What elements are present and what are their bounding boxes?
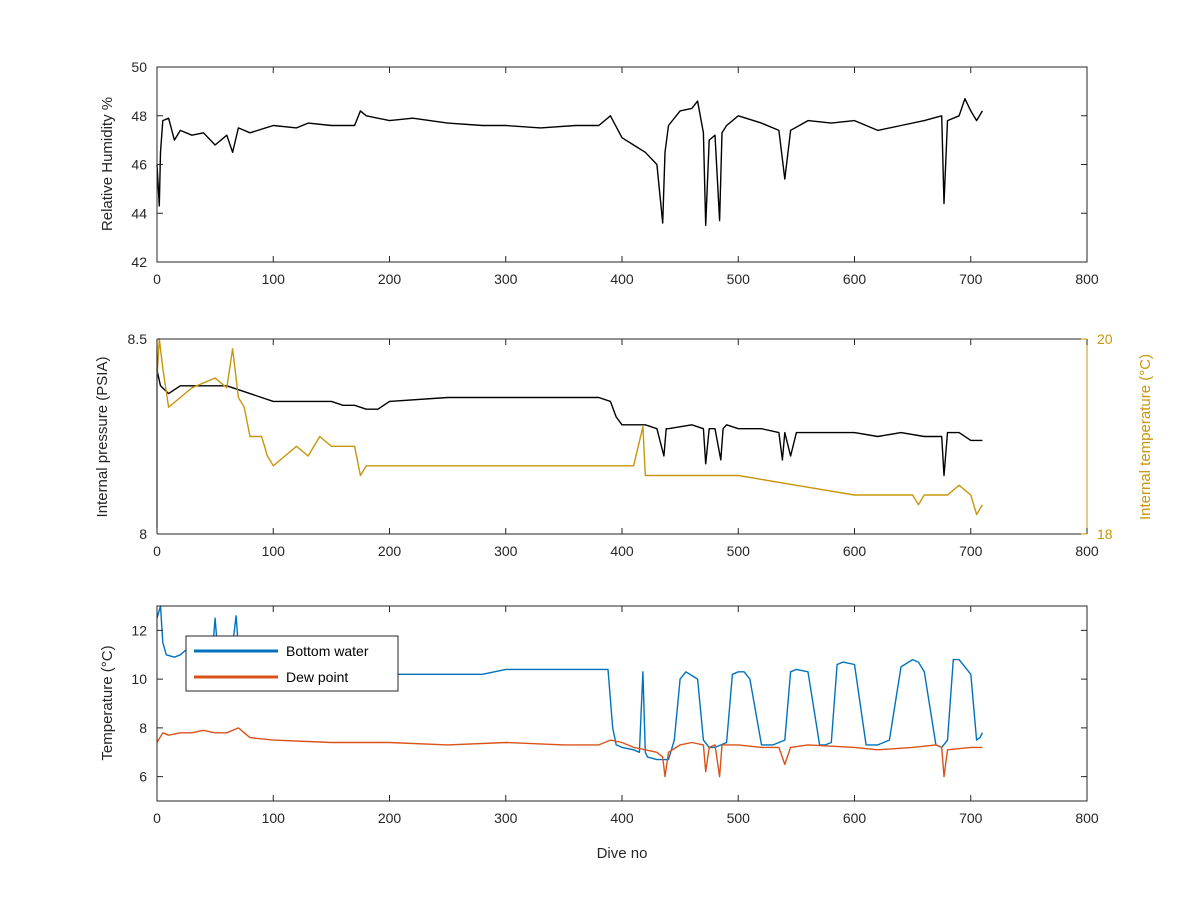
pressure-y-tick-label: 8.5 (128, 331, 148, 347)
temperature-y-tick-label: 6 (139, 769, 147, 785)
temperature-right-y-axis-label: Internal temperature (°C) (1137, 354, 1154, 520)
humidity-y-ticks: 42 44 46 48 50 (131, 59, 1087, 270)
pressure-series-0-line (156, 370, 983, 477)
humidity-x-tick-label: 200 (378, 271, 402, 287)
humidity-axes-frame (156, 66, 1088, 263)
pressure-x-tick-label: 500 (727, 543, 751, 559)
humidity-plot-lines (156, 97, 984, 227)
humidity-x-tick-label: 500 (727, 271, 751, 287)
pressure-y-ticks: 88.5 (128, 331, 163, 542)
pressure-x-tick-label: 200 (378, 543, 402, 559)
humidity-x-tick-label: 100 (262, 271, 286, 287)
humidity-series-0-line (156, 97, 984, 227)
humidity-y-tick-label: 48 (131, 108, 147, 124)
temperature-right-y-tick-label: 20 (1097, 331, 1113, 347)
pressure-y-axis-label: Internal pressure (PSIA) (94, 357, 111, 518)
humidity-y-axis-label: Relative Humidity % (99, 97, 116, 231)
temperature-x-ticks: 0 100 200 300 400 500 600 700 800 (153, 606, 1099, 826)
humidity-x-tick-label: 600 (843, 271, 867, 287)
temperature-x-tick-label: 100 (262, 810, 286, 826)
temperature-y-tick-label: 8 (139, 720, 147, 736)
pressure-x-tick-label: 600 (843, 543, 867, 559)
legend: Bottom water Dew point (185, 635, 399, 692)
pressure-x-ticks: 0 100 200 300 400 500 600 700 800 (153, 339, 1099, 559)
temperature-x-tick-label: 700 (959, 810, 983, 826)
legend-dew-point-label: Dew point (286, 669, 348, 685)
humidity-x-tick-label: 0 (153, 271, 161, 287)
pressure-temperature-plot-lines (156, 338, 984, 516)
temperature-x-tick-label: 0 (153, 810, 161, 826)
pressure-x-tick-label: 100 (262, 543, 286, 559)
pressure-x-tick-label: 700 (959, 543, 983, 559)
pressure-x-tick-label: 800 (1075, 543, 1099, 559)
humidity-x-tick-label: 800 (1075, 271, 1099, 287)
temperature-x-tick-label: 800 (1075, 810, 1099, 826)
pressure-x-tick-label: 300 (494, 543, 518, 559)
humidity-x-ticks: 0 100 200 300 400 500 600 700 800 (153, 67, 1099, 287)
x-axis-label: Dive no (597, 845, 648, 862)
humidity-x-tick-label: 400 (610, 271, 634, 287)
humidity-x-tick-label: 700 (959, 271, 983, 287)
temperature-x-tick-label: 500 (727, 810, 751, 826)
humidity-y-tick-label: 46 (131, 157, 147, 173)
temperature-series-dew-point-line (156, 727, 983, 778)
temperature-axes-frame (156, 605, 1088, 802)
temperature-x-tick-label: 400 (610, 810, 634, 826)
legend-bottom-water-label: Bottom water (286, 643, 369, 659)
humidity-panel: 0 100 200 300 400 500 600 700 800 42 44 46 48 50 Rel… (99, 59, 1099, 287)
humidity-x-tick-label: 300 (494, 271, 518, 287)
legend-box (185, 635, 399, 692)
humidity-y-tick-label: 42 (131, 254, 147, 270)
temperature-y-tick-label: 12 (131, 622, 147, 638)
temperature-y-axis-label: Temperature (°C) (99, 645, 116, 760)
temperature-right-y-tick-label: 18 (1097, 526, 1113, 542)
pressure-series-1-line (156, 338, 984, 516)
temperature-x-tick-label: 300 (494, 810, 518, 826)
temperature-panel: 0 100 200 300 400 500 600 700 800 6 8 10 12 Tempera… (99, 605, 1099, 862)
pressure-x-tick-label: 0 (153, 543, 161, 559)
temperature-y-ticks: 6 8 10 12 (131, 622, 1087, 785)
pressure-x-tick-label: 400 (610, 543, 634, 559)
temperature-x-tick-label: 200 (378, 810, 402, 826)
pressure-y-tick-label: 8 (139, 526, 147, 542)
temperature-x-tick-label: 600 (843, 810, 867, 826)
humidity-y-tick-label: 50 (131, 59, 147, 75)
temperature-y-tick-label: 10 (131, 671, 147, 687)
humidity-y-tick-label: 44 (131, 205, 147, 221)
